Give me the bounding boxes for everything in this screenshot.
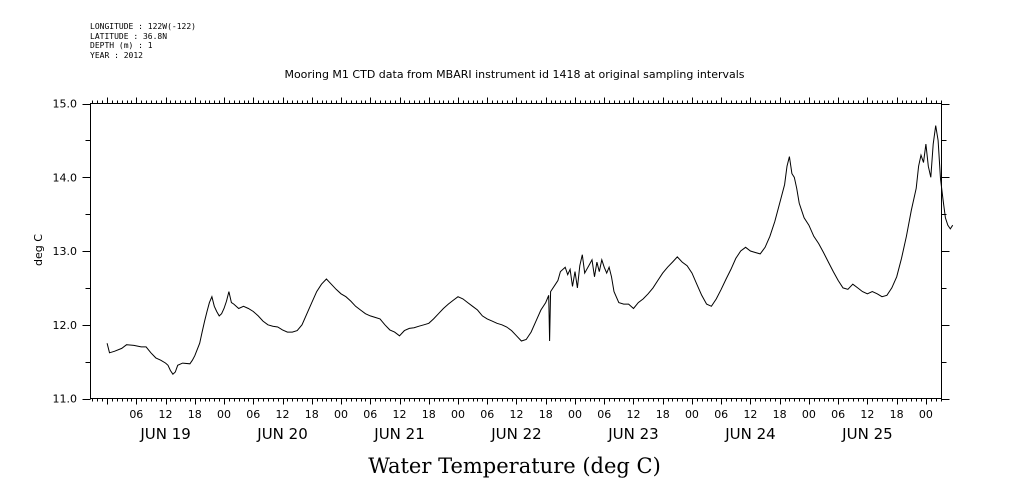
y-tick-label: 12.0 xyxy=(53,319,78,332)
x-tick-label: 12 xyxy=(509,408,523,421)
x-tick-label: 12 xyxy=(860,408,874,421)
x-tick-label: 12 xyxy=(393,408,407,421)
day-label: JUN 24 xyxy=(724,425,775,443)
y-tick-label: 14.0 xyxy=(53,171,78,184)
x-tick-label: 06 xyxy=(129,408,143,421)
depth-text: DEPTH (m) : 1 xyxy=(90,41,153,50)
x-tick-label: 06 xyxy=(714,408,728,421)
x-tick-label: 18 xyxy=(188,408,202,421)
latitude-text: LATITUDE : 36.8N xyxy=(90,31,168,41)
axis-ticks xyxy=(82,97,950,405)
y-tick-label: 11.0 xyxy=(53,393,78,406)
x-tick-label: 06 xyxy=(831,408,845,421)
x-tick-label: 18 xyxy=(422,408,436,421)
x-tick-label: 18 xyxy=(890,408,904,421)
day-label: JUN 19 xyxy=(139,425,190,443)
x-tick-label: 12 xyxy=(276,408,290,421)
x-tick-label: 00 xyxy=(919,408,933,421)
day-label: JUN 22 xyxy=(490,425,541,443)
plot-frame xyxy=(90,103,942,399)
x-tick-label: 00 xyxy=(217,408,231,421)
x-tick-label: 06 xyxy=(597,408,611,421)
x-tick-label: 12 xyxy=(159,408,173,421)
x-tick-label: 06 xyxy=(480,408,494,421)
x-axis-label: Water Temperature (deg C) xyxy=(368,454,661,478)
y-axis-label: deg C xyxy=(32,234,45,266)
x-tick-label: 18 xyxy=(305,408,319,421)
temperature-series-line xyxy=(106,125,954,375)
x-tick-label: 06 xyxy=(246,408,260,421)
x-tick-label: 00 xyxy=(451,408,465,421)
y-tick-labels: 11.0 12.0 13.0 14.0 15.0 xyxy=(53,98,78,406)
y-tick-label: 15.0 xyxy=(53,98,78,111)
day-label: JUN 20 xyxy=(256,425,307,443)
day-label: JUN 23 xyxy=(607,425,658,443)
x-tick-label: 12 xyxy=(743,408,757,421)
day-label: JUN 21 xyxy=(373,425,424,443)
x-tick-label: 06 xyxy=(363,408,377,421)
x-tick-label: 00 xyxy=(568,408,582,421)
x-tick-label: 00 xyxy=(685,408,699,421)
x-tick-label: 12 xyxy=(626,408,640,421)
longitude-text: LONGITUDE : 122W(-122) xyxy=(90,22,196,31)
year-text: YEAR : 2012 xyxy=(90,50,143,60)
x-tick-label: 00 xyxy=(334,408,348,421)
day-labels: JUN 19 JUN 20 JUN 21 JUN 22 JUN 23 JUN 24 JUN … xyxy=(139,425,892,443)
x-tick-label: 18 xyxy=(656,408,670,421)
x-tick-label: 18 xyxy=(773,408,787,421)
metadata-block: LONGITUDE : 122W(-122) LATITUDE : 36.8N … xyxy=(90,22,196,60)
x-tick-label: 00 xyxy=(802,408,816,421)
chart-title: Mooring M1 CTD data from MBARI instrumen… xyxy=(284,68,745,81)
day-label: JUN 25 xyxy=(841,425,892,443)
x-tick-labels: 06 12 18 00 06 12 18 00 06 12 18 00 06 12 18 00 06 12 18 00… xyxy=(129,408,933,421)
x-tick-label: 18 xyxy=(539,408,553,421)
y-tick-label: 13.0 xyxy=(53,245,78,258)
